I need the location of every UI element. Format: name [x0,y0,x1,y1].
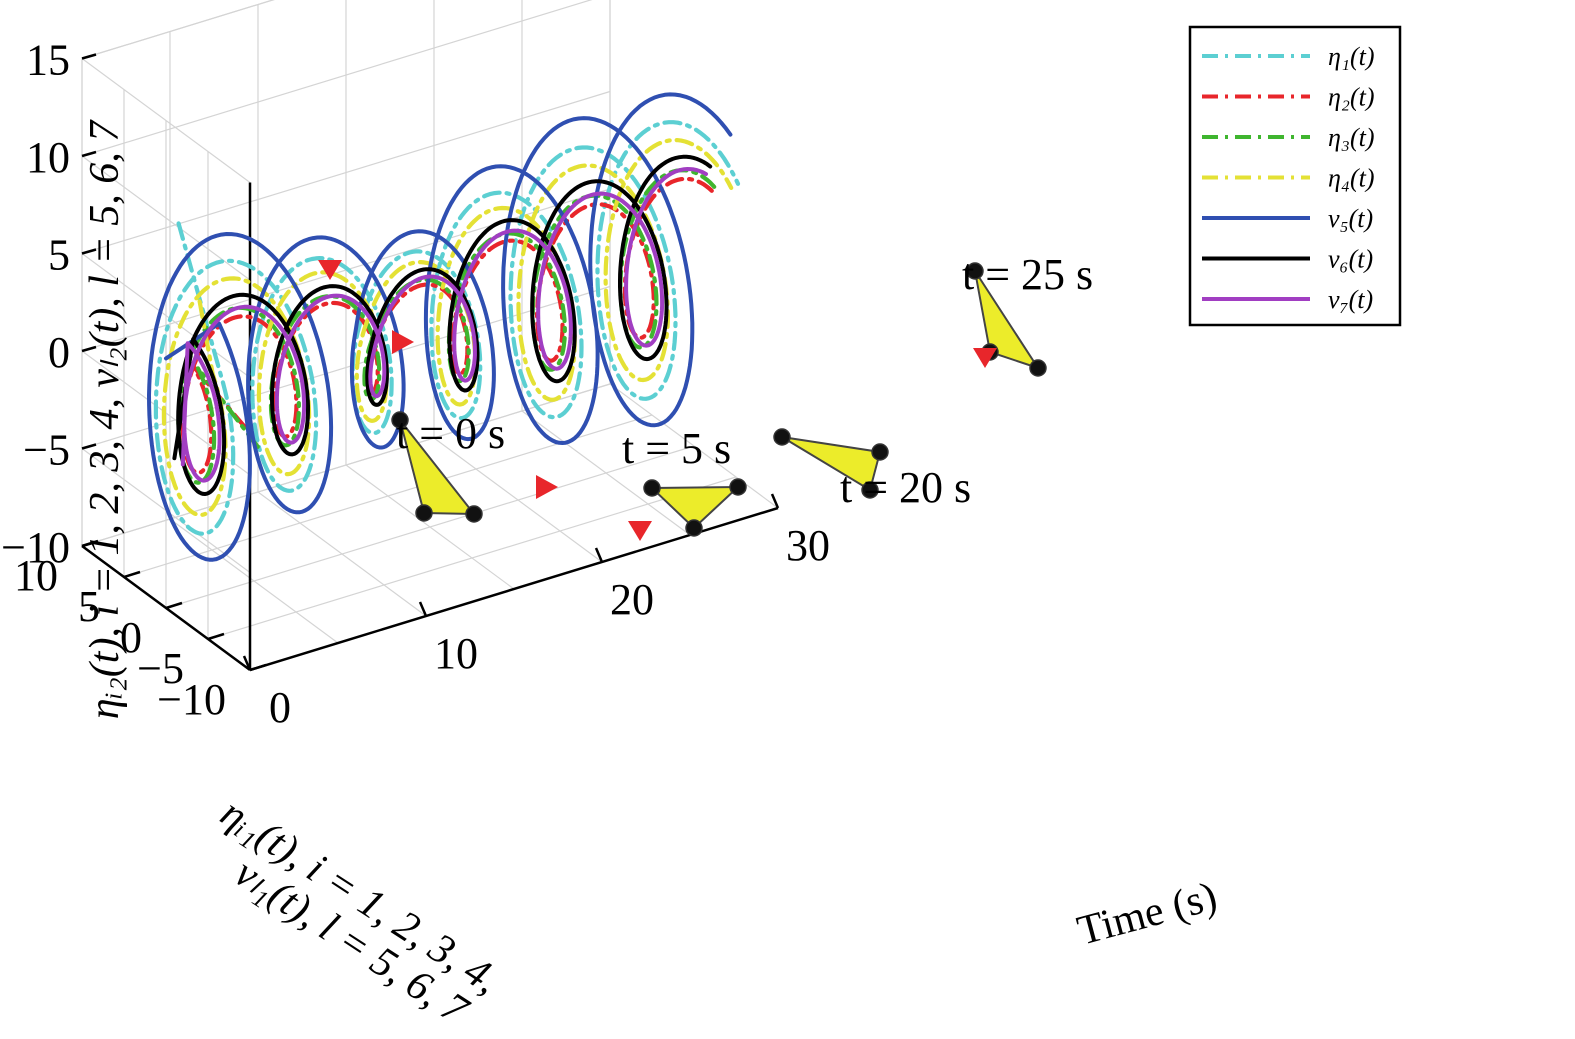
x-tick-label: 0 [269,683,291,732]
grid-line [165,445,695,609]
direction-arrow [392,330,414,354]
x-tick [242,655,252,671]
grid-line [81,0,593,157]
z-tick-label: −5 [23,426,70,475]
z-tick [81,443,97,450]
z-tick [81,150,97,158]
y-tick-label: 0 [120,613,142,662]
grid-line [81,90,611,255]
agent-marker [966,262,984,280]
y-tick-label: −10 [157,675,226,724]
time-annotation: t = 0 s [396,409,505,458]
time-annotation: t = 5 s [622,424,731,473]
y-tick-label: 10 [14,551,58,600]
agent-marker [729,478,747,496]
legend: η₁(t) η₂(t) η₃(t) η₄(t) v₅(t) v₆(t) v₇(t) [1188,25,1402,327]
y-tick [249,663,267,672]
z-tick [81,53,97,60]
series-line [147,92,733,562]
x-tick-label: 20 [610,575,654,624]
formation-layer: t = 0 s t = 5 s t = 20 s t = 25 s [318,250,1093,541]
z-tick [81,345,97,353]
y-tick [165,601,183,610]
grid-line [81,0,275,60]
y-tick-label: 5 [78,582,100,631]
direction-arrow [536,475,558,499]
z-tick-label: 10 [26,133,70,182]
z-tick-label: 5 [48,231,70,280]
legend-label: v₅(t) [1328,204,1373,233]
x-tick [418,601,428,617]
z-tick-label: 15 [26,36,70,85]
agent-marker [643,479,661,497]
direction-arrow [973,348,997,368]
time-annotation: t = 20 s [840,463,971,512]
y-tick [81,539,99,548]
grid-line [81,155,251,281]
legend-label: v₆(t) [1328,245,1373,274]
formation-triangle [399,419,477,516]
direction-arrow [318,260,342,280]
formation-triangle [781,436,882,492]
agent-marker [1029,359,1047,377]
series-layer [147,92,741,562]
agent-marker [391,411,409,429]
grid-line [207,476,737,640]
legend-label: η₁(t) [1328,42,1374,71]
legend-label: η₄(t) [1328,164,1374,193]
x-tick [594,547,604,563]
direction-arrow [628,521,652,541]
z-tick [81,248,97,255]
x-tick-label: 30 [786,521,830,570]
series-line [180,176,716,475]
agent-marker [861,481,879,499]
x-tick-label: 10 [434,629,478,678]
legend-label: η₃(t) [1328,123,1374,152]
formation-triangle [649,485,741,530]
x-tick [770,493,780,509]
agent-marker [685,519,703,537]
legend-label: v₇(t) [1328,285,1373,314]
y-tick [123,570,141,579]
grid-line [81,253,251,378]
agent-marker [773,428,791,446]
time-annotation: t = 25 s [962,250,1093,299]
y-tick-label: −5 [137,644,184,693]
agent-marker [871,443,889,461]
agent-marker [415,504,433,522]
z-tick-label: 0 [48,328,70,377]
z-tick-label: −10 [1,523,70,572]
x-axis-label: Time (s) [1073,873,1222,954]
series-line [180,167,708,483]
z-axis-label: ηᵢ₂(t), i = 1, 2, 3, 4, vₗ₂(t), l = 5, 6… [82,119,128,720]
legend-label: η₂(t) [1328,83,1374,112]
agent-marker [465,505,483,523]
series-line [172,154,713,496]
y-tick [207,632,225,641]
grid-line [81,285,611,450]
grid-line [81,58,251,183]
